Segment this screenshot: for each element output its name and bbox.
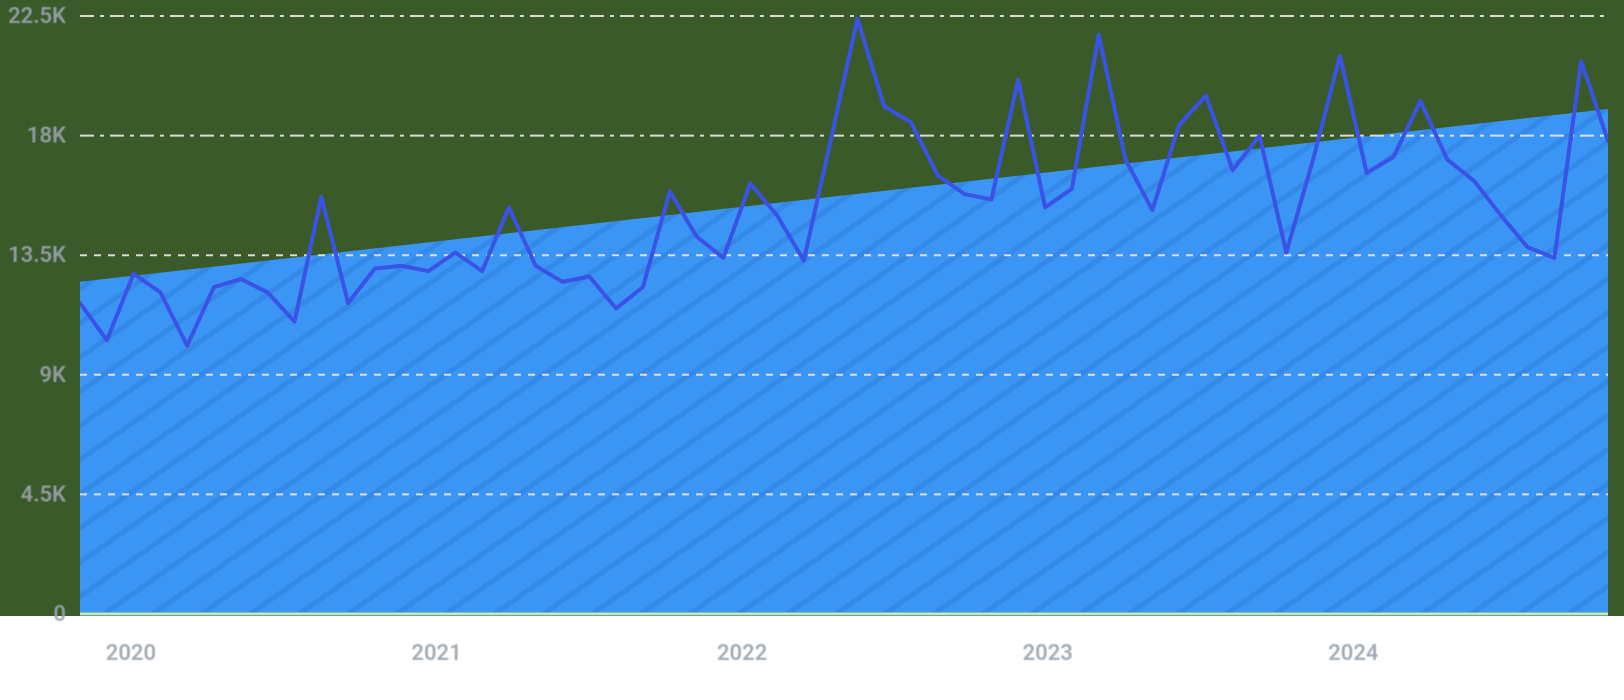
x-tick-label: 2024	[1328, 641, 1378, 666]
y-tick-label: 9K	[39, 363, 67, 388]
x-tick-label: 2020	[106, 641, 156, 666]
y-tick-label: 4.5K	[21, 482, 67, 507]
y-tick-label: 18K	[27, 124, 67, 149]
trend-chart: 0 4.5K 9K 13.5K 18K 22.5K 2020 2021 2022 2023 2024	[0, 0, 1624, 700]
chart-container: 0 4.5K 9K 13.5K 18K 22.5K 2020 2021 2022 2023 2024	[0, 0, 1624, 700]
y-tick-label: 22.5K	[8, 4, 67, 29]
x-tick-label: 2023	[1023, 641, 1073, 666]
y-tick-label: 0	[53, 602, 66, 627]
x-tick-label: 2022	[717, 641, 767, 666]
x-tick-label: 2021	[411, 641, 461, 666]
y-tick-label: 13.5K	[8, 243, 67, 268]
